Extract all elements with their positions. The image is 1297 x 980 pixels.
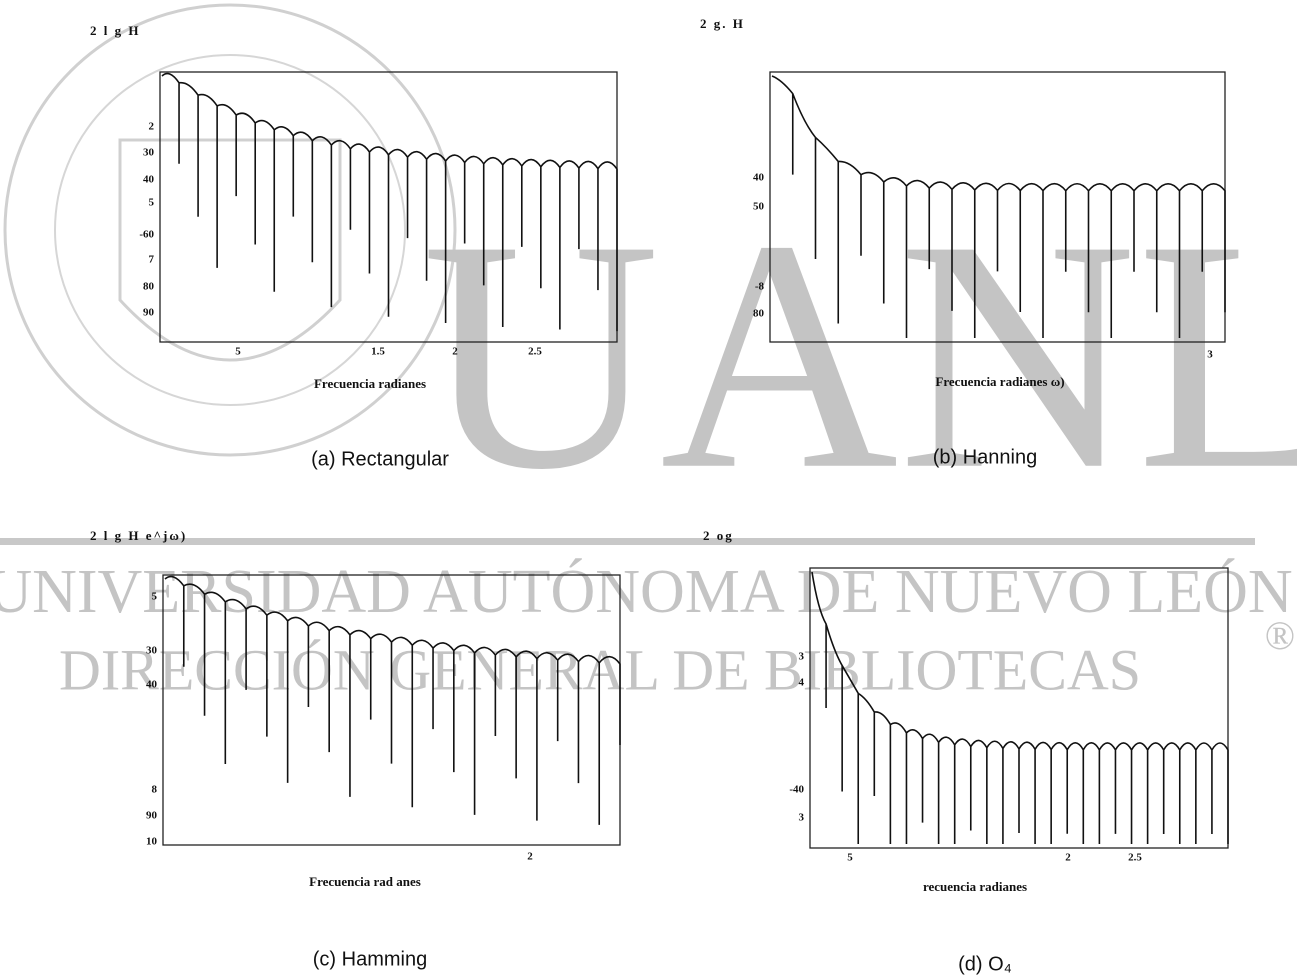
y-tick-label: 90: [146, 810, 158, 822]
x-tick-label: 5: [847, 852, 853, 864]
x-axis-label: Frecuencia radianes ω): [935, 374, 1064, 389]
x-axis-label: recuencia radianes: [923, 879, 1027, 894]
y-tick-label: 40: [143, 174, 155, 186]
x-tick-label: 2: [527, 851, 533, 863]
figure-caption: (d) O₄: [958, 953, 1012, 975]
y-tick-label: 4: [799, 677, 805, 689]
response-curve: [161, 72, 618, 332]
y-tick-label: 30: [143, 147, 155, 159]
y-tick-label: 80: [143, 281, 155, 293]
x-axis-label: Frecuencia radianes: [314, 376, 426, 391]
y-tick-label: -40: [789, 784, 804, 796]
response-curve: [811, 571, 1229, 844]
y-tick-label: -8: [755, 281, 765, 293]
response-curve: [164, 575, 621, 825]
watermark: UANL UNIVERSIDAD AUTÓNOMA DE NUEVO LEÓN …: [0, 3, 1297, 702]
x-tick-label: 2.5: [1128, 852, 1142, 864]
y-tick-label: 5: [149, 197, 155, 209]
seal-ring-inner: [54, 54, 406, 406]
x-tick-label: 5: [235, 346, 241, 358]
seal-ring: [3, 3, 457, 457]
y-axis-label: 2 og: [703, 528, 734, 543]
seal-shield: [118, 138, 342, 362]
y-tick-label: 2: [149, 121, 155, 133]
x-tick-label: 2: [452, 346, 458, 358]
watermark-big: UANL: [422, 173, 1297, 538]
figure-caption: (b) Hanning: [933, 446, 1038, 468]
y-tick-label: 5: [152, 591, 158, 603]
figure-caption: (a) Rectangular: [311, 448, 449, 470]
y-axis-label: 2 g. H: [700, 16, 745, 31]
y-tick-label: 50: [753, 201, 765, 213]
y-tick-label: 40: [146, 679, 158, 691]
x-axis-label: Frecuencia rad anes: [309, 874, 421, 889]
y-tick-label: 7: [149, 254, 155, 266]
y-axis-label: 2 l g H: [90, 23, 140, 38]
y-tick-label: 40: [753, 172, 765, 184]
response-curve: [771, 75, 1226, 338]
x-tick-label: 2: [1065, 852, 1071, 864]
y-axis-label: 2 l g H e^jω): [90, 528, 187, 543]
x-tick-label: 1.5: [371, 346, 385, 358]
y-tick-label: 10: [146, 836, 158, 848]
y-tick-label: -60: [139, 229, 154, 241]
y-tick-label: 90: [143, 307, 155, 319]
y-tick-label: 3: [799, 651, 805, 663]
plot-frame: [809, 567, 1229, 849]
figure-caption: (c) Hamming: [313, 948, 427, 970]
watermark-university: UNIVERSIDAD AUTÓNOMA DE NUEVO LEÓN: [0, 558, 1293, 626]
watermark-mark: ®: [1265, 613, 1295, 658]
watermark-rule: [0, 538, 1255, 545]
y-tick-label: 80: [753, 308, 765, 320]
y-tick-label: 8: [152, 784, 158, 796]
y-tick-label: 3: [799, 812, 805, 824]
x-tick-label: 3: [1207, 349, 1213, 361]
x-tick-label: 2.5: [528, 346, 542, 358]
y-tick-label: 30: [146, 645, 158, 657]
